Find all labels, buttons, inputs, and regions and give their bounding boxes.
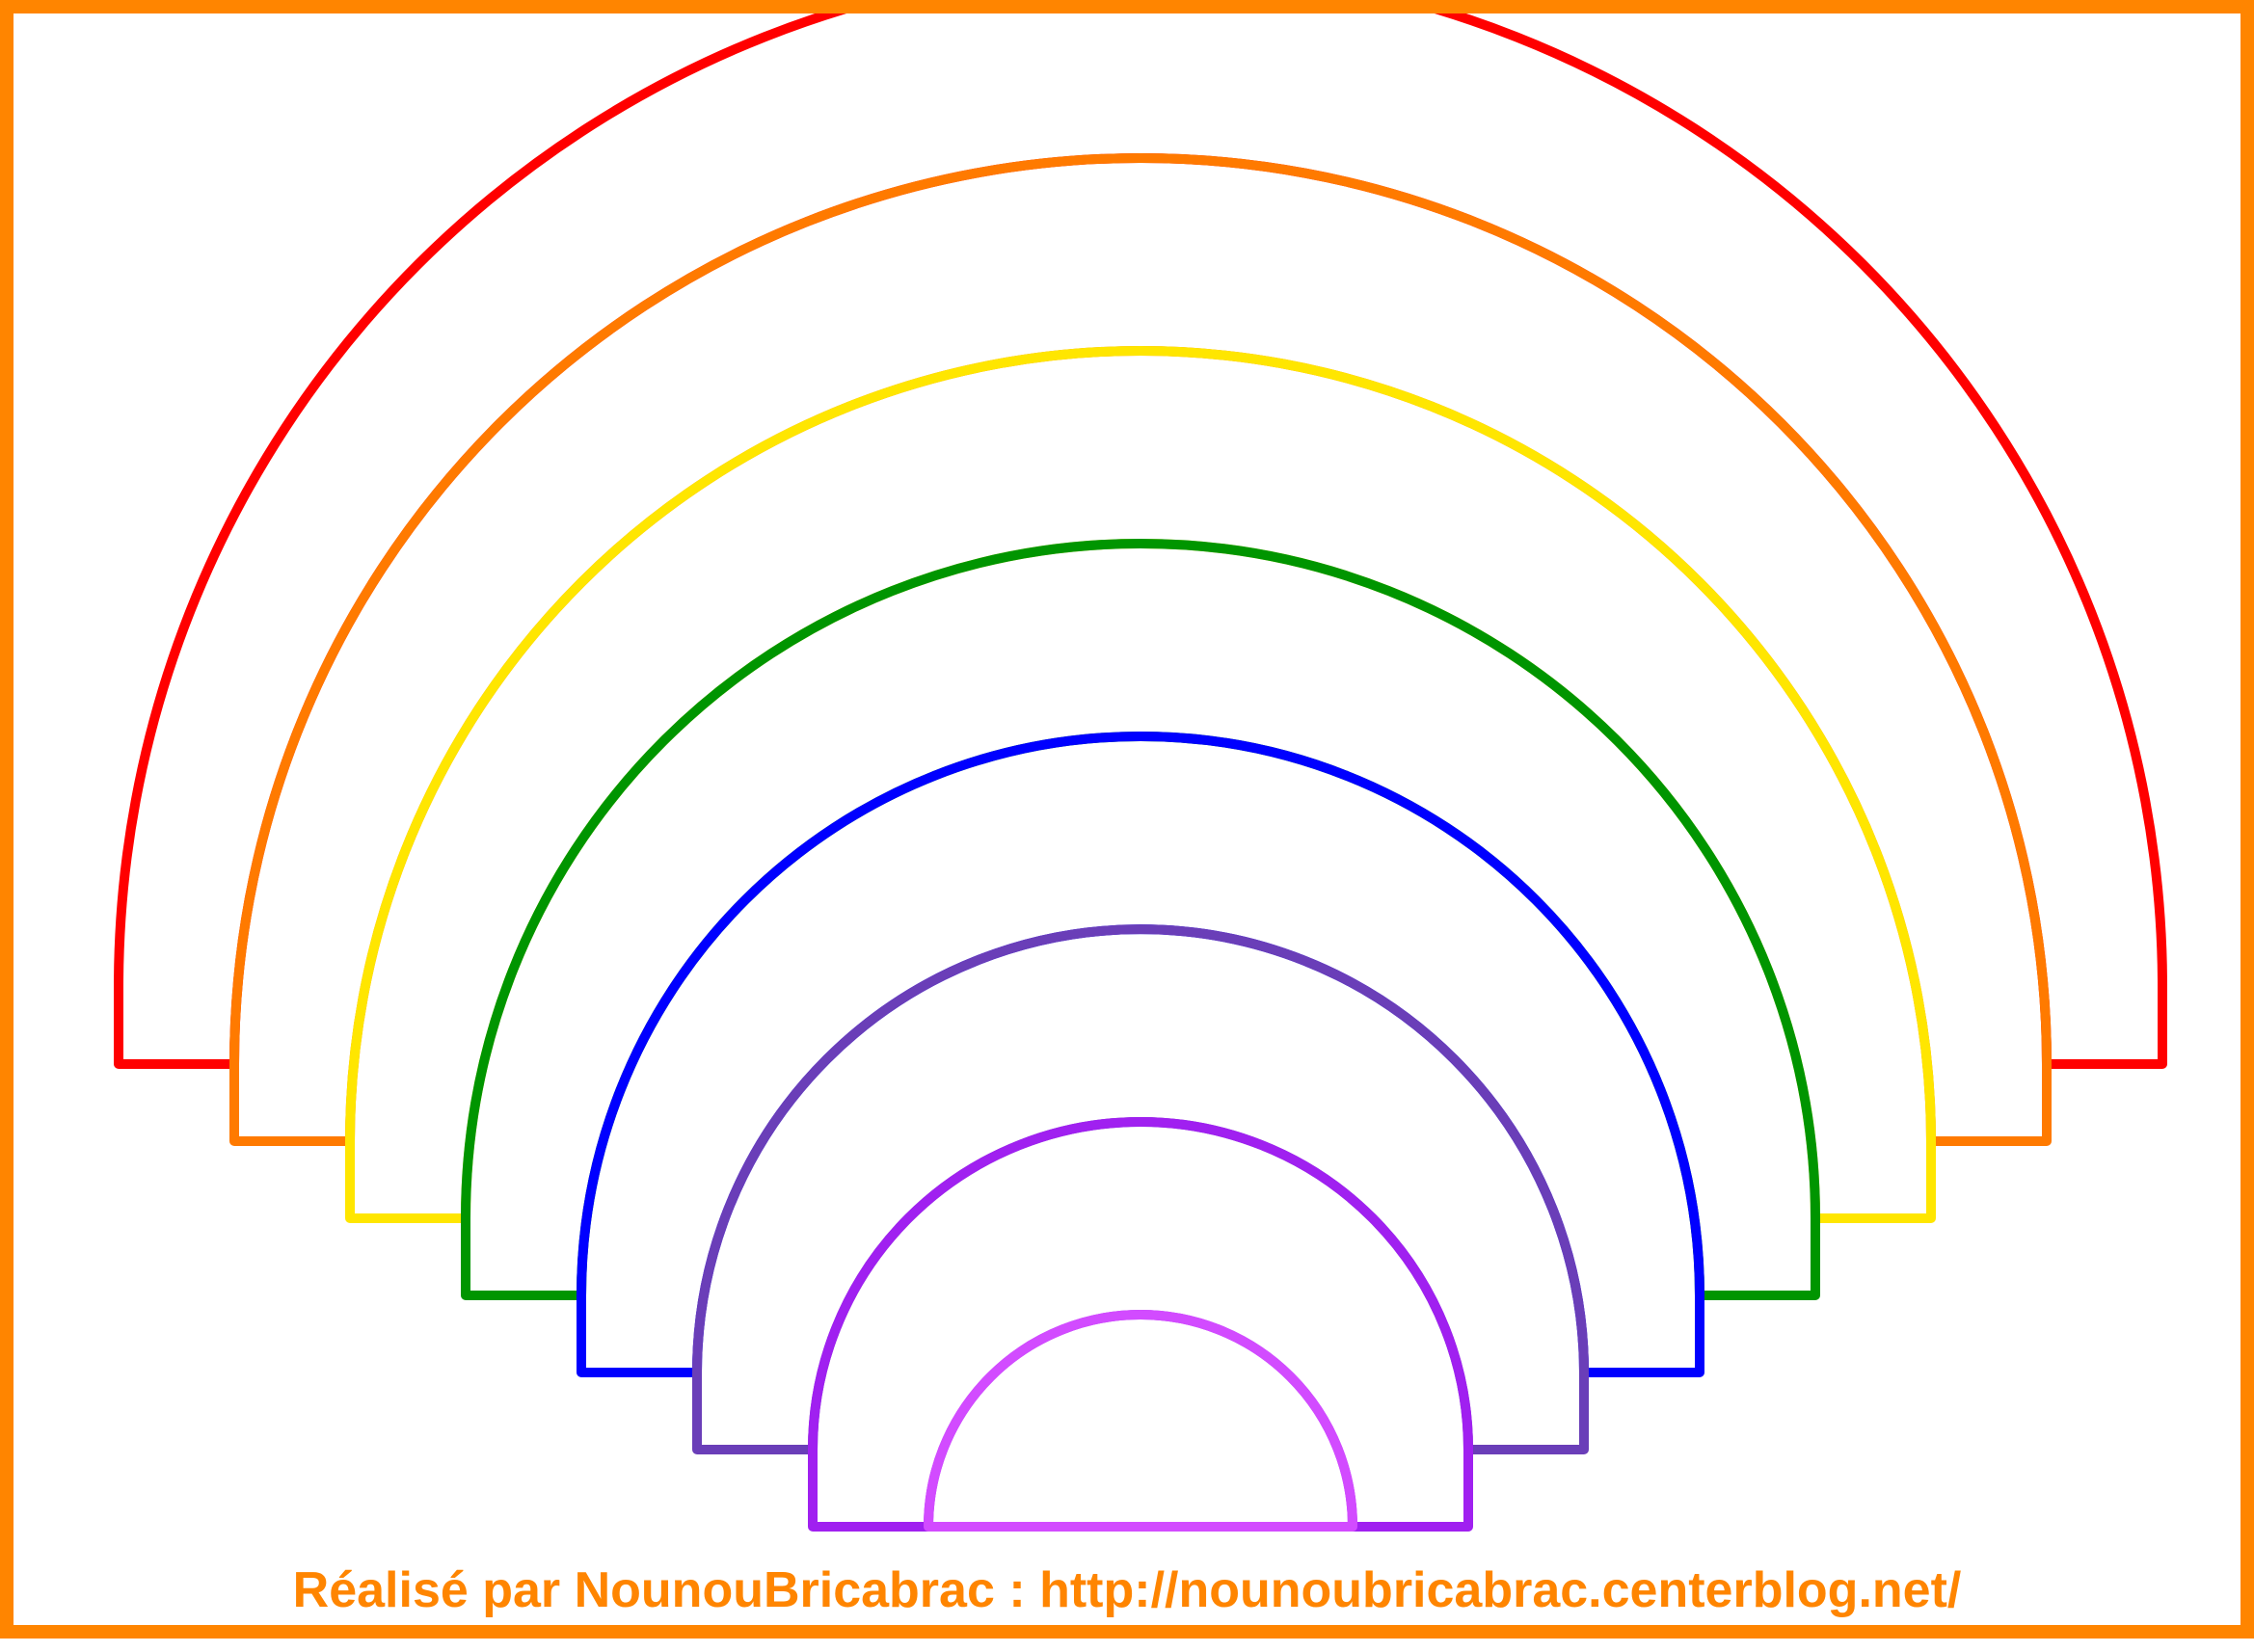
rainbow-diagram	[13, 13, 2254, 1652]
rainbow-arc-5	[697, 929, 1584, 1450]
rainbow-arc-7	[928, 1315, 1353, 1527]
rainbow-arc-2	[350, 351, 1931, 1218]
rainbow-arc-3	[466, 544, 1815, 1295]
rainbow-arc-6	[813, 1122, 1468, 1527]
page-frame: Réalisé par NounouBricabrac : http://nou…	[0, 0, 2254, 1639]
rainbow-arc-4	[581, 736, 1700, 1372]
attribution-caption: Réalisé par NounouBricabrac : http://nou…	[13, 1561, 2241, 1619]
